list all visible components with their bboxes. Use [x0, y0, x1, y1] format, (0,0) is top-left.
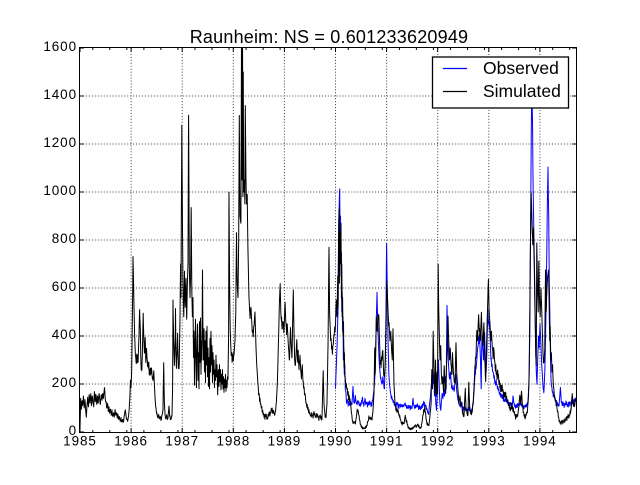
- svg-text:400: 400: [52, 327, 77, 342]
- svg-text:1988: 1988: [216, 434, 250, 449]
- svg-text:Simulated: Simulated: [483, 81, 561, 101]
- svg-text:1989: 1989: [268, 434, 302, 449]
- svg-text:1600: 1600: [43, 39, 77, 54]
- svg-text:1400: 1400: [43, 87, 77, 102]
- svg-text:200: 200: [52, 375, 77, 390]
- svg-text:1987: 1987: [165, 434, 199, 449]
- svg-text:Observed: Observed: [483, 58, 559, 78]
- svg-text:1986: 1986: [114, 434, 148, 449]
- svg-text:1990: 1990: [319, 434, 353, 449]
- svg-text:1994: 1994: [523, 434, 557, 449]
- svg-text:Raunheim: NS = 0.601233620949: Raunheim: NS = 0.601233620949: [190, 27, 469, 47]
- svg-text:1992: 1992: [421, 434, 455, 449]
- svg-text:600: 600: [52, 279, 77, 294]
- svg-text:1993: 1993: [472, 434, 506, 449]
- svg-text:1200: 1200: [43, 135, 77, 150]
- svg-text:0: 0: [69, 423, 77, 438]
- svg-text:1985: 1985: [63, 434, 97, 449]
- svg-text:1000: 1000: [43, 183, 77, 198]
- svg-text:800: 800: [52, 231, 77, 246]
- svg-text:1991: 1991: [370, 434, 404, 449]
